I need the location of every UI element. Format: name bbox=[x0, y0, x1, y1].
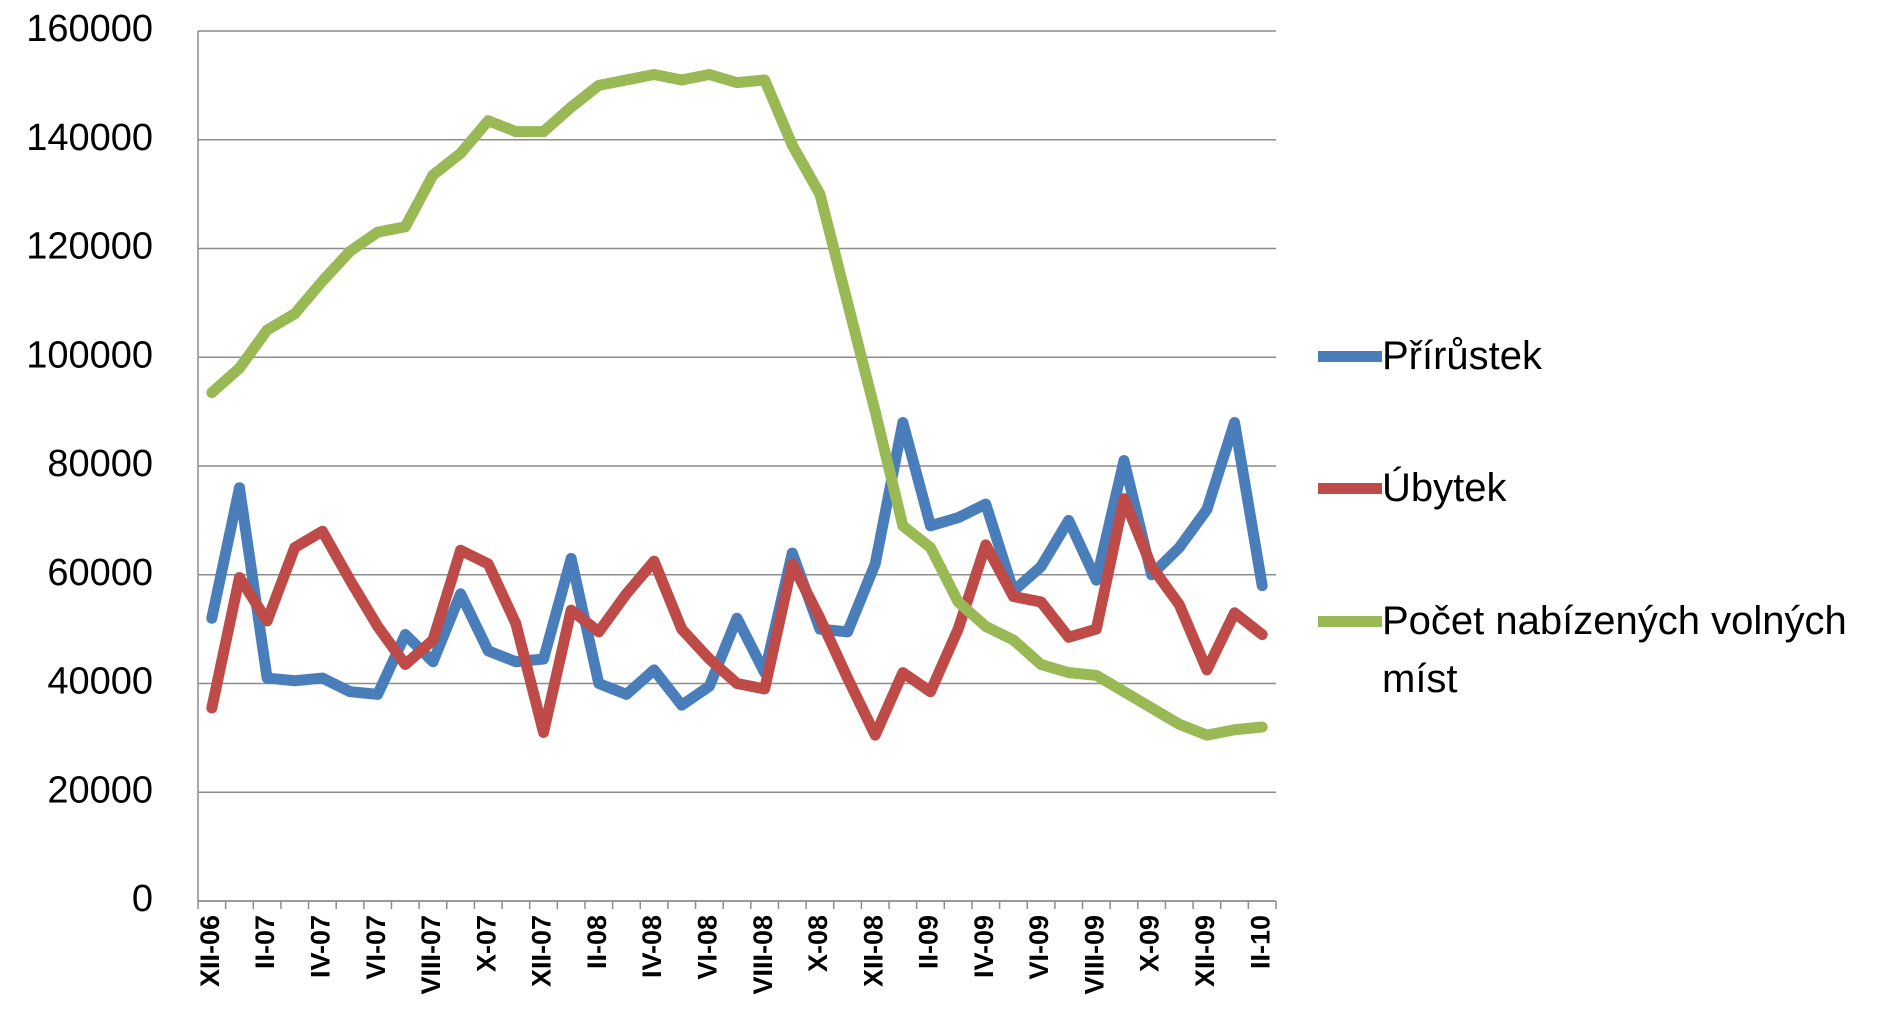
x-tick-label: X-08 bbox=[803, 915, 833, 972]
series-line bbox=[206, 493, 1268, 741]
legend-item: Úbytek bbox=[1318, 459, 1873, 517]
legend-label: Úbytek bbox=[1382, 466, 1507, 510]
y-tick-label: 120000 bbox=[26, 226, 153, 268]
x-tick-label: X-07 bbox=[471, 915, 501, 972]
x-tick-label: XII-06 bbox=[195, 915, 225, 987]
x-tick-label: II-08 bbox=[582, 915, 612, 969]
x-tick-label: X-09 bbox=[1135, 915, 1165, 972]
legend-swatch bbox=[1318, 616, 1382, 627]
x-tick-label: IV-09 bbox=[969, 915, 999, 978]
x-tick-label: XII-08 bbox=[858, 915, 888, 987]
x-tick-label: II-10 bbox=[1245, 915, 1275, 969]
x-tick-label: VI-09 bbox=[1024, 915, 1054, 980]
x-tick-label: VIII-07 bbox=[416, 915, 446, 995]
x-tick-label: XII-09 bbox=[1190, 915, 1220, 987]
x-tick-label: II-07 bbox=[250, 915, 280, 969]
y-tick-label: 0 bbox=[132, 878, 153, 920]
y-tick-label: 160000 bbox=[26, 8, 153, 50]
y-tick-label: 140000 bbox=[26, 117, 153, 159]
legend-label: Přírůstek bbox=[1382, 334, 1543, 378]
y-tick-label: 80000 bbox=[47, 443, 153, 485]
x-tick-label: VI-07 bbox=[361, 915, 391, 980]
y-tick-label: 100000 bbox=[26, 334, 153, 376]
series-line bbox=[206, 69, 1268, 741]
legend-label: Počet nabízených volných míst bbox=[1382, 599, 1847, 701]
y-tick-label: 60000 bbox=[47, 552, 153, 594]
legend-swatch bbox=[1318, 483, 1382, 494]
x-tick-label: IV-08 bbox=[637, 915, 667, 978]
legend-swatch bbox=[1318, 351, 1382, 362]
x-tick-label: VI-08 bbox=[692, 915, 722, 980]
series-line bbox=[206, 417, 1268, 711]
x-tick-label: XII-07 bbox=[527, 915, 557, 987]
x-tick-label: II-09 bbox=[914, 915, 944, 969]
x-tick-label: IV-07 bbox=[306, 915, 336, 978]
y-tick-label: 40000 bbox=[47, 661, 153, 703]
x-tick-label: VIII-09 bbox=[1079, 915, 1109, 995]
legend-item: Počet nabízených volných míst bbox=[1318, 592, 1873, 708]
legend-item: Přírůstek bbox=[1318, 327, 1873, 385]
y-tick-label: 20000 bbox=[47, 769, 153, 811]
x-tick-label: VIII-08 bbox=[748, 915, 778, 995]
